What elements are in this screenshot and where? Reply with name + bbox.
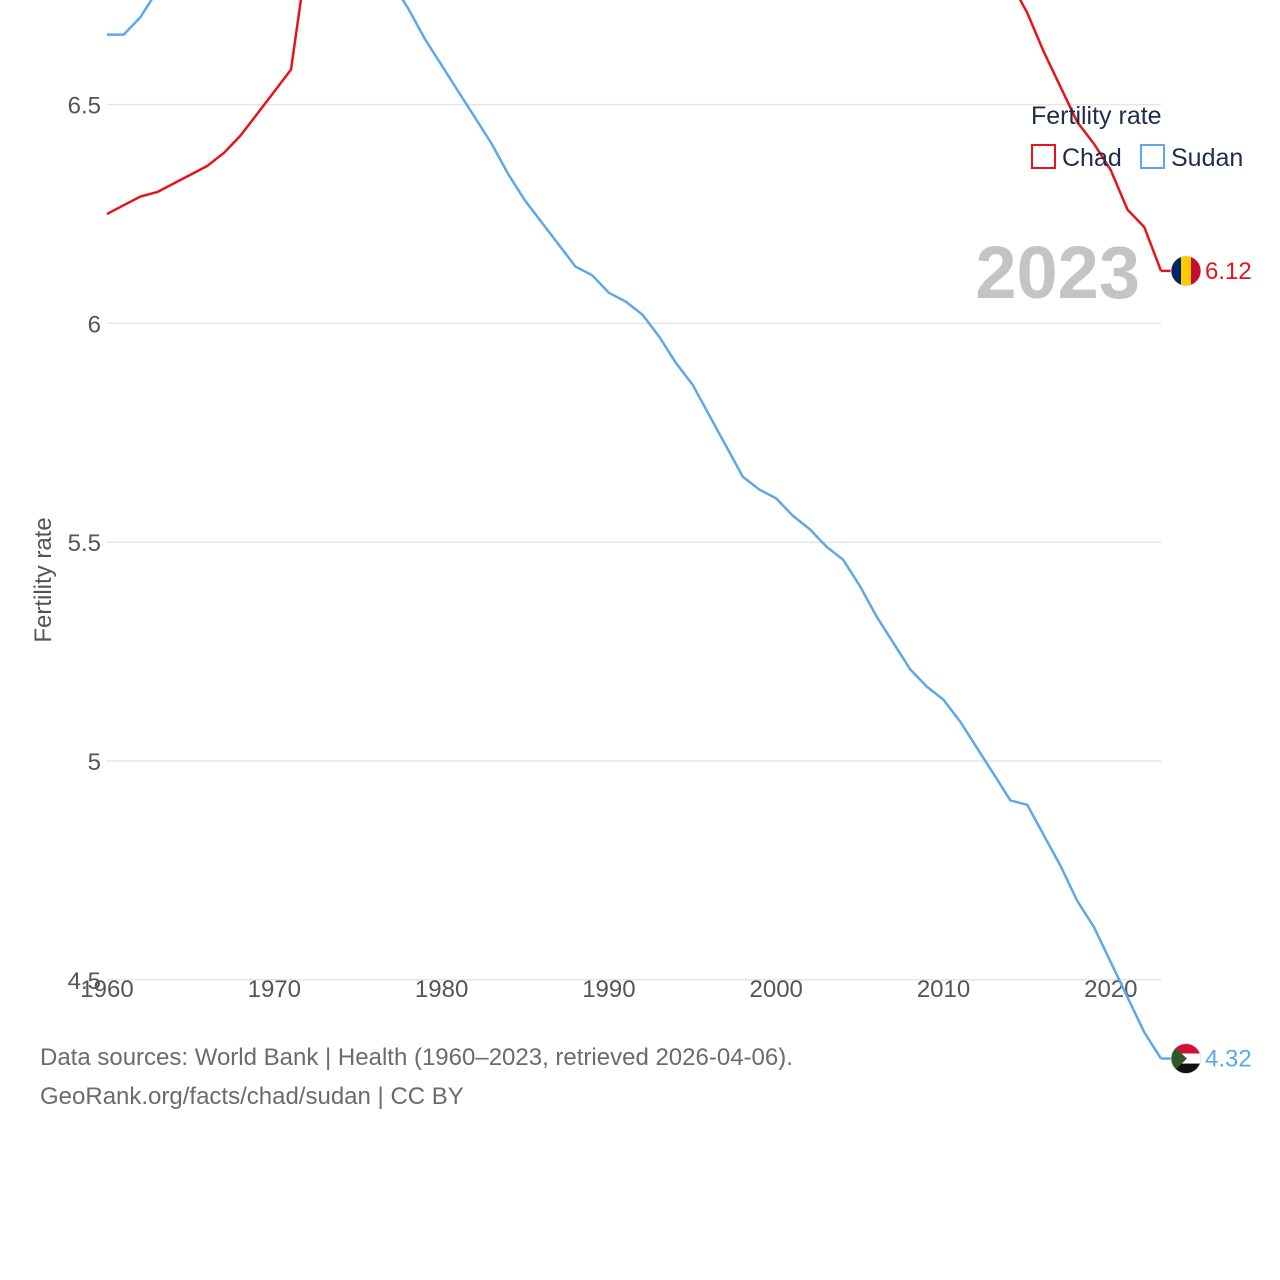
x-tick-label: 1990 [582,976,635,1003]
series-line-chad[interactable] [106,0,1163,272]
end-value-label-chad: 6.12 [1205,258,1252,285]
sudan-flag-icon [1170,1043,1202,1074]
x-tick-label: 1960 [80,976,133,1003]
legend-label-sudan[interactable]: Sudan [1171,144,1243,172]
x-tick-label: 1970 [248,976,301,1003]
series-lines [106,0,1163,1060]
x-tick-label: 1980 [415,976,468,1003]
end-markers: 6.12 4.32 [1161,255,1252,1074]
x-axis-ticks: 1960 1970 1980 1990 2000 2010 2020 [80,976,1137,1003]
y-tick-label: 5 [88,749,101,776]
series-line-sudan[interactable] [107,0,1163,1060]
y-tick-label: 6 [88,311,101,338]
y-axis-label: Fertility rate [30,517,57,642]
gridlines [107,103,1161,981]
y-tick-label: 6.5 [68,93,101,120]
x-tick-label: 2000 [750,976,803,1003]
legend: Fertility rate Chad Sudan [1031,102,1243,172]
legend-swatch-sudan[interactable] [1140,144,1165,169]
legend-title: Fertility rate [1031,102,1162,130]
y-tick-label: 5.5 [68,530,101,557]
credit-link[interactable]: GeoRank.org/facts/chad/sudan | CC BY [40,1083,464,1110]
y-axis-ticks: 4.555.566.57 [68,93,101,995]
legend-swatch-chad[interactable] [1031,144,1056,169]
end-value-label-sudan: 4.32 [1205,1046,1252,1073]
chad-flag-icon [1170,255,1202,287]
data-source-note: Data sources: World Bank | Health (1960–… [40,1044,793,1071]
legend-label-chad[interactable]: Chad [1062,144,1122,172]
current-year-label: 2023 [975,231,1140,314]
x-tick-label: 2010 [917,976,970,1003]
y-tick-label: 4.5 [68,968,101,995]
